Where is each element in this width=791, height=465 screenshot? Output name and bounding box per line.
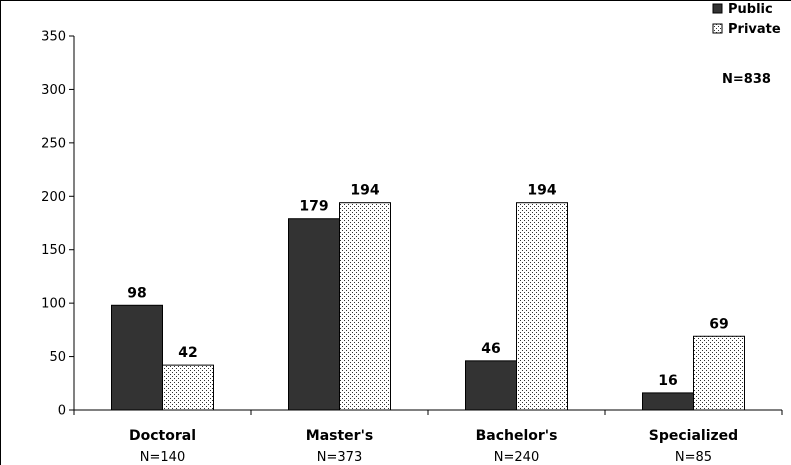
y-tick-label: 300 (41, 83, 66, 98)
category-n-label: N=140 (140, 450, 185, 465)
category-n-label: N=373 (317, 450, 362, 465)
legend-swatch (712, 3, 723, 14)
y-tick-label: 350 (41, 30, 66, 45)
category-label: Specialized (649, 428, 738, 444)
category-label: Master's (306, 428, 373, 444)
legend-label: Public (728, 2, 773, 17)
category-label: Doctoral (129, 428, 196, 444)
legend-label: Private (728, 22, 781, 37)
category-n-label: N=240 (494, 450, 539, 465)
bar-public-specialized (642, 392, 694, 411)
data-label: 194 (527, 183, 556, 199)
bar-private-bachelors (516, 202, 568, 411)
y-tick-label: 0 (58, 404, 66, 419)
bar-public-masters (288, 218, 340, 411)
legend-swatch (712, 23, 723, 34)
data-label: 194 (350, 183, 379, 199)
y-tick-label: 50 (49, 350, 66, 365)
y-tick-label: 250 (41, 136, 66, 151)
data-label: 179 (299, 199, 328, 215)
category-label: Bachelor's (476, 428, 558, 444)
category-n-label: N=85 (675, 450, 712, 465)
total-n-label: N=838 (722, 72, 771, 87)
bar-private-specialized (693, 335, 745, 411)
data-label: 42 (178, 345, 197, 361)
data-label: 16 (658, 373, 677, 389)
data-label: 69 (709, 316, 728, 332)
bar-private-doctoral (162, 364, 214, 411)
bar-public-doctoral (111, 304, 163, 411)
bar-public-bachelors (465, 360, 517, 411)
bars (111, 202, 745, 411)
data-label: 46 (481, 341, 500, 357)
y-tick-label: 150 (41, 243, 66, 258)
y-tick-label: 200 (41, 190, 66, 205)
y-tick-label: 100 (41, 297, 66, 312)
data-label: 98 (127, 285, 146, 301)
legend: Public Private (712, 2, 781, 37)
bar-private-masters (339, 202, 391, 411)
labels: 98 42 Doctoral N=140 179 194 Master's N=373 46 19… (127, 72, 771, 465)
